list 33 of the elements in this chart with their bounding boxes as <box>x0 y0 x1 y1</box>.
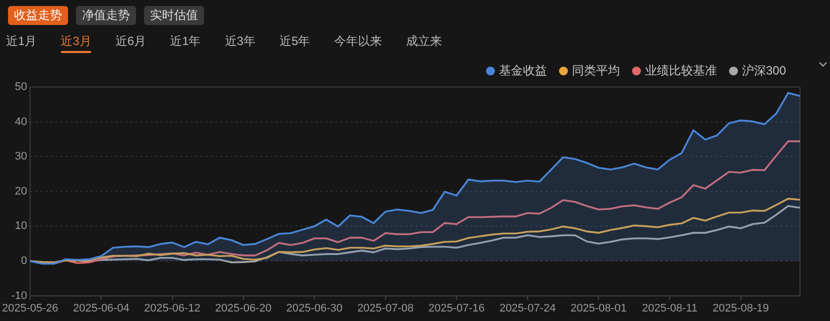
text: 收益走势 <box>8 6 68 25</box>
x-tick-label: 2025-08-19 <box>712 302 769 314</box>
x-tick-label: 2025-07-24 <box>499 302 556 314</box>
y-tick-label: 30 <box>14 150 28 163</box>
y-tick-label: 20 <box>14 185 28 198</box>
legend-label: 沪深300 <box>742 63 786 78</box>
x-tick-label: 2025-08-11 <box>642 302 698 314</box>
y-tick-label: -10 <box>11 290 28 302</box>
x-tick-label: 2025-05-26 <box>2 302 58 314</box>
y-tick-label: 40 <box>14 116 28 128</box>
x-tick-label: 2025-06-20 <box>215 302 272 314</box>
x-tick-label: 2025-06-30 <box>286 302 343 314</box>
text: 近1年 <box>170 33 201 50</box>
x-tick-label: 2025-07-16 <box>428 302 485 314</box>
text: 近5年 <box>279 33 310 50</box>
x-tick-label: 2025-07-08 <box>357 302 414 314</box>
legend-label: 业绩比较基准 <box>644 63 717 78</box>
legend-label: 基金收益 <box>498 63 547 78</box>
text: 实时估值 <box>144 6 204 25</box>
text: 近1月 <box>6 33 37 50</box>
y-tick-label: 10 <box>14 220 28 232</box>
y-tick-label: 0 <box>21 255 28 268</box>
text: 净值走势 <box>76 6 136 25</box>
text: 近6月 <box>115 33 146 50</box>
y-tick-label: 50 <box>14 81 28 94</box>
x-tick-label: 2025-06-12 <box>144 302 200 314</box>
text: 近3年 <box>224 33 256 50</box>
x-tick-label: 2025-06-04 <box>73 302 130 314</box>
text: 近3月 <box>60 33 92 53</box>
x-tick-label: 2025-08-01 <box>570 302 627 314</box>
text: 今年以来 <box>334 33 382 50</box>
legend-label: 同类平均 <box>572 63 620 78</box>
text: 成立来 <box>406 33 442 50</box>
